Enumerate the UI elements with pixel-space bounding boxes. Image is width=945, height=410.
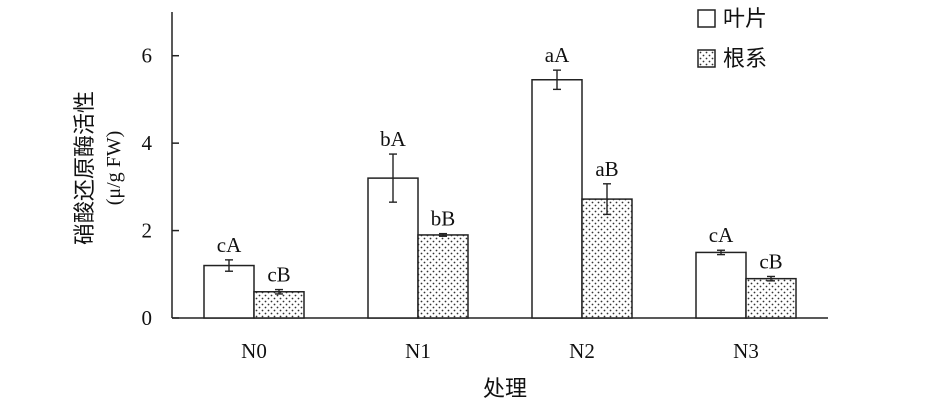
y-axis-label-line1: 硝酸还原酶活性 <box>72 91 97 245</box>
bars-group: cA cB bA bB aA aB cA cB <box>203 43 797 319</box>
x-tick-label: N3 <box>733 339 759 363</box>
significance-label: cB <box>267 263 290 287</box>
y-axis-label-line2: (μ/g FW) <box>103 131 125 206</box>
x-tick-label: N0 <box>241 339 267 363</box>
y-axis: 0 2 4 6 <box>142 12 179 330</box>
legend-swatch <box>697 9 716 28</box>
x-tick-label: N1 <box>405 339 431 363</box>
legend-label: 叶片 <box>723 6 767 31</box>
y-tick-label: 2 <box>142 219 153 243</box>
y-tick-label: 0 <box>142 306 153 330</box>
significance-label: cA <box>709 223 734 247</box>
x-axis: N0 N1 N2 N3 <box>172 317 828 363</box>
y-axis-title: 硝酸还原酶活性 (μ/g FW) <box>72 91 125 245</box>
bar-n0-series-2 <box>253 291 305 319</box>
significance-label: cB <box>759 249 782 273</box>
legend-label: 根系 <box>723 46 767 71</box>
bar-n2-series-2 <box>581 198 633 319</box>
significance-label: bB <box>431 207 456 231</box>
legend-swatch <box>697 49 716 68</box>
bar-n1-series-2 <box>417 234 469 319</box>
bar-n0-series-1 <box>203 264 255 319</box>
bar-n2-series-1 <box>531 79 583 319</box>
significance-label: aA <box>545 43 570 67</box>
significance-label: bA <box>380 127 407 151</box>
x-axis-title: 处理 <box>483 376 527 401</box>
x-tick-label: N2 <box>569 339 595 363</box>
bar-n3-series-2 <box>745 277 797 319</box>
significance-label: aB <box>595 157 618 181</box>
significance-label: cA <box>217 233 242 257</box>
bar-n3-series-1 <box>695 251 747 319</box>
y-tick-label: 6 <box>142 44 153 68</box>
y-tick-label: 4 <box>142 131 153 155</box>
